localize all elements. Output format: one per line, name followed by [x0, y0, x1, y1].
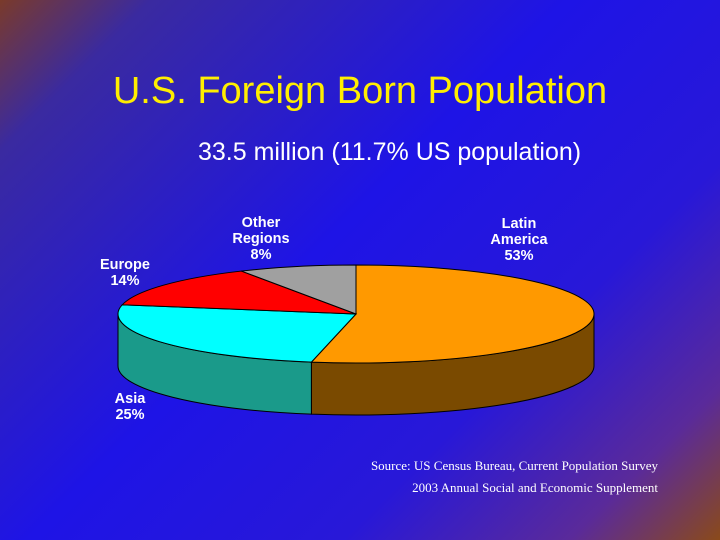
source-line: 2003 Annual Social and Economic Suppleme…: [412, 480, 658, 495]
slice-percent: 25%: [115, 407, 145, 423]
source-line: Source: US Census Bureau, Current Popula…: [370, 458, 658, 473]
slice-name-line: Latin: [501, 216, 537, 232]
slice-percent: 14%: [110, 273, 140, 289]
slide-title: U.S. Foreign Born Population: [112, 70, 608, 112]
slice-percent: 8%: [250, 247, 272, 263]
slice-label-europe: Europe 14%: [88, 257, 162, 289]
pie-slice: [121, 270, 357, 315]
slice-label-latin-america: Latin America 53%: [478, 216, 560, 264]
pie-slice: [117, 304, 358, 363]
slice-label-other-regions: Other Regions 8%: [220, 215, 302, 263]
slide-subtitle: 33.5 million (11.7% US population): [198, 138, 582, 166]
slice-name-line: Europe: [100, 257, 150, 273]
slice-percent: 53%: [504, 248, 534, 264]
slice-name-line: Regions: [232, 231, 290, 247]
slice-name-line: Other: [241, 215, 281, 231]
pie-slice: [241, 264, 357, 315]
source-note: Source: US Census Bureau, Current Popula…: [371, 455, 658, 499]
pie-slice: [310, 264, 595, 364]
slice-label-asia: Asia 25%: [100, 391, 160, 423]
slice-name-line: America: [490, 232, 548, 248]
slice-name-line: Asia: [114, 391, 146, 407]
